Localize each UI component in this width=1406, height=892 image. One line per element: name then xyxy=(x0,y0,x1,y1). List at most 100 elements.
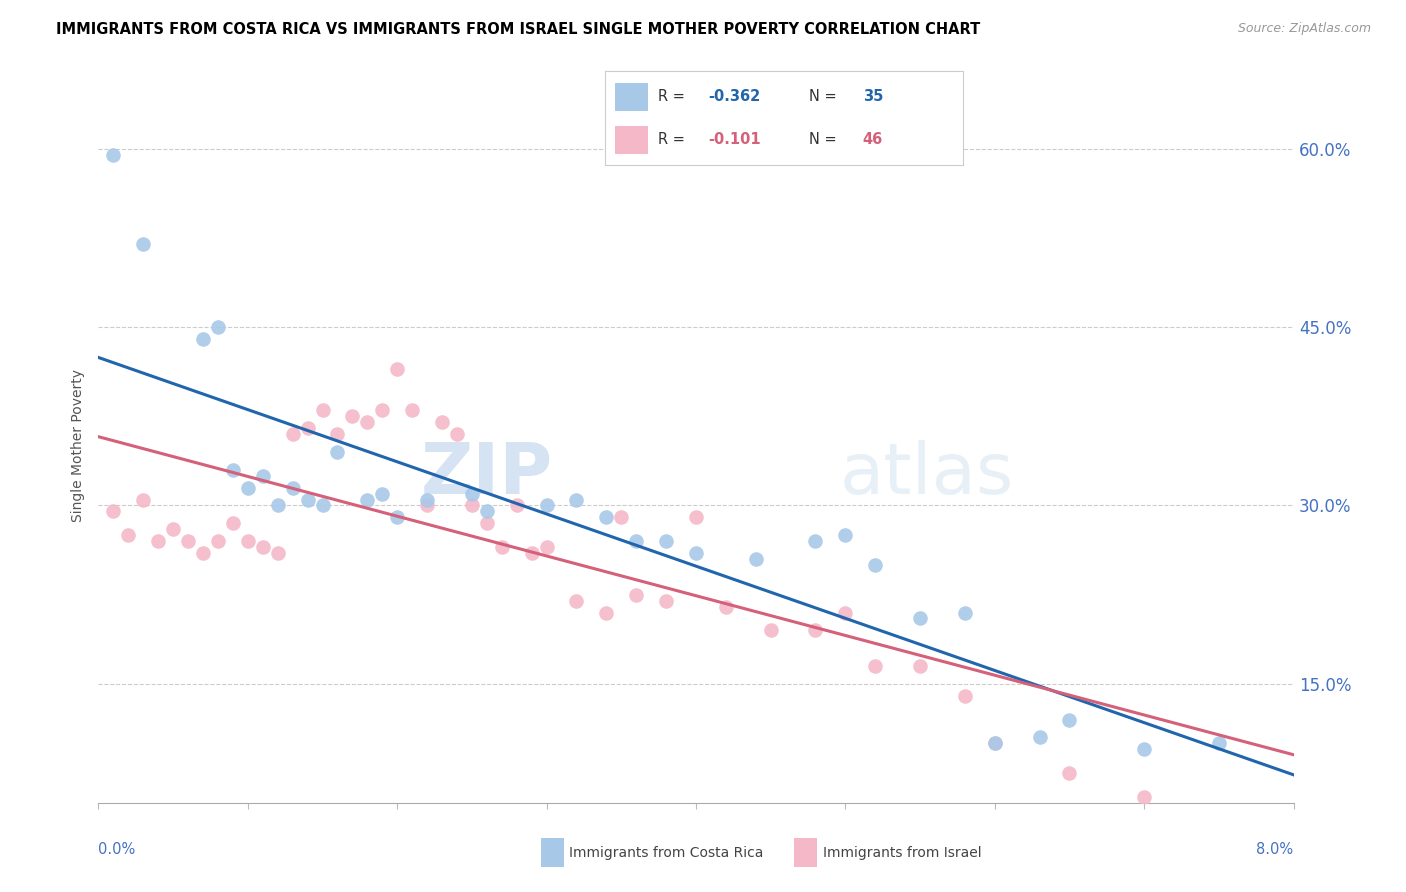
Bar xyxy=(616,126,648,153)
Point xyxy=(475,516,498,531)
Text: Immigrants from Israel: Immigrants from Israel xyxy=(823,846,981,860)
Point xyxy=(953,606,976,620)
Text: IMMIGRANTS FROM COSTA RICA VS IMMIGRANTS FROM ISRAEL SINGLE MOTHER POVERTY CORRE: IMMIGRANTS FROM COSTA RICA VS IMMIGRANTS… xyxy=(56,22,980,37)
Y-axis label: Single Mother Poverty: Single Mother Poverty xyxy=(72,369,86,523)
Text: ZIP: ZIP xyxy=(420,440,553,509)
Point xyxy=(162,522,184,536)
Point xyxy=(177,534,200,549)
Point xyxy=(191,332,214,346)
Point xyxy=(565,492,588,507)
Point xyxy=(908,659,931,673)
Point xyxy=(759,624,782,638)
Point xyxy=(356,415,378,429)
Text: 46: 46 xyxy=(863,132,883,147)
Point xyxy=(475,504,498,518)
Point xyxy=(1059,713,1081,727)
Point xyxy=(610,510,633,524)
Point xyxy=(506,499,529,513)
Point xyxy=(714,599,737,614)
Point xyxy=(236,481,259,495)
Point xyxy=(461,499,484,513)
Point xyxy=(148,534,170,549)
Text: 0.0%: 0.0% xyxy=(98,842,135,856)
Point xyxy=(297,492,319,507)
Point xyxy=(356,492,378,507)
Point xyxy=(536,499,558,513)
Point xyxy=(685,510,707,524)
Text: N =: N = xyxy=(808,132,841,147)
Point xyxy=(446,427,468,442)
Point xyxy=(834,606,856,620)
Point xyxy=(326,427,349,442)
Text: 8.0%: 8.0% xyxy=(1257,842,1294,856)
Point xyxy=(191,546,214,560)
Point xyxy=(655,534,678,549)
Point xyxy=(595,510,617,524)
Point xyxy=(207,534,229,549)
Point xyxy=(132,236,155,251)
Point xyxy=(222,516,245,531)
Text: R =: R = xyxy=(658,89,690,104)
Point xyxy=(207,320,229,334)
Text: -0.362: -0.362 xyxy=(709,89,761,104)
Point xyxy=(624,588,647,602)
Point xyxy=(834,528,856,542)
Point xyxy=(252,468,274,483)
Point xyxy=(1059,766,1081,780)
Point xyxy=(401,403,423,417)
Point xyxy=(311,499,333,513)
Point xyxy=(685,546,707,560)
Point xyxy=(536,540,558,554)
Text: -0.101: -0.101 xyxy=(709,132,761,147)
Point xyxy=(267,546,290,560)
Text: Source: ZipAtlas.com: Source: ZipAtlas.com xyxy=(1237,22,1371,36)
Point xyxy=(624,534,647,549)
Point xyxy=(371,403,394,417)
Point xyxy=(595,606,617,620)
Point xyxy=(953,689,976,703)
Point xyxy=(103,147,125,161)
Text: N =: N = xyxy=(808,89,841,104)
Point xyxy=(1028,731,1050,745)
Point xyxy=(863,558,886,572)
Point xyxy=(311,403,333,417)
Point xyxy=(983,736,1005,750)
Point xyxy=(491,540,513,554)
Point xyxy=(1133,789,1156,804)
Text: R =: R = xyxy=(658,132,690,147)
Point xyxy=(342,409,364,424)
Point xyxy=(297,421,319,435)
Text: 35: 35 xyxy=(863,89,883,104)
Text: Immigrants from Costa Rica: Immigrants from Costa Rica xyxy=(569,846,763,860)
Point xyxy=(281,427,304,442)
Point xyxy=(461,486,484,500)
Point xyxy=(252,540,274,554)
Point xyxy=(908,611,931,625)
Point xyxy=(655,593,678,607)
Point xyxy=(416,492,439,507)
Point xyxy=(267,499,290,513)
Point xyxy=(416,499,439,513)
Point xyxy=(132,492,155,507)
Point xyxy=(983,736,1005,750)
Point xyxy=(804,534,827,549)
Point xyxy=(385,510,409,524)
Bar xyxy=(616,83,648,111)
Point xyxy=(1133,742,1156,756)
Point xyxy=(117,528,139,542)
Point xyxy=(430,415,453,429)
Point xyxy=(371,486,394,500)
Point xyxy=(326,445,349,459)
Point xyxy=(236,534,259,549)
Point xyxy=(281,481,304,495)
Point xyxy=(520,546,543,560)
Point xyxy=(103,504,125,518)
Point xyxy=(863,659,886,673)
Point xyxy=(745,552,768,566)
Point xyxy=(1208,736,1230,750)
Text: atlas: atlas xyxy=(839,440,1014,509)
Point xyxy=(222,463,245,477)
Point xyxy=(804,624,827,638)
Point xyxy=(385,361,409,376)
Point xyxy=(565,593,588,607)
